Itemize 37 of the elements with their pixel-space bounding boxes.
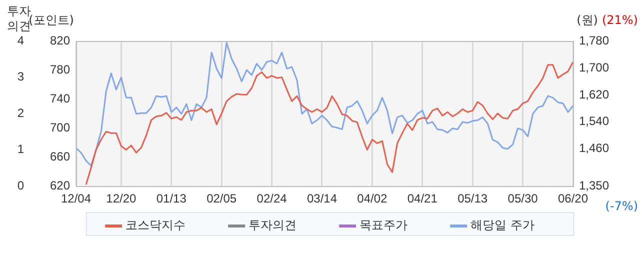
- legend-label: 투자의견: [248, 218, 297, 232]
- x-tick-label: 12/04: [60, 192, 92, 206]
- y-tick-label: 740: [50, 91, 70, 106]
- y2-tick-label: 1,540: [579, 114, 610, 128]
- y2-tick-label: 1,700: [579, 60, 610, 74]
- y-tick-label: 700: [50, 120, 70, 134]
- y-tick-label: 620: [50, 178, 70, 192]
- y2-tick-label: 1,460: [579, 141, 610, 156]
- legend-label: 해당일 주가: [470, 218, 534, 232]
- y-axis-title: (포인트): [28, 13, 74, 27]
- y2-axis-title: (원): [576, 13, 598, 27]
- text: (-7%): [605, 199, 638, 213]
- legend-label: 코스닥지수: [126, 218, 186, 232]
- y3-tick-label: 1: [17, 142, 24, 156]
- x-tick-label: 02/05: [206, 192, 237, 206]
- y3-tick-label: 3: [17, 70, 24, 84]
- y2-tick-label: 1,350: [579, 178, 610, 192]
- y-tick-label: 660: [50, 149, 70, 164]
- x-tick-label: 12/20: [106, 192, 137, 206]
- y3-tick-label: 0: [17, 178, 24, 192]
- text: (21%): [602, 13, 638, 27]
- x-tick-label: 03/14: [306, 192, 338, 206]
- y2-tick-label: 1,620: [579, 87, 610, 102]
- y2-tick-label: 1,780: [579, 33, 610, 48]
- y3-tick-label: 2: [17, 106, 24, 120]
- legend-label: 목표주가: [360, 218, 408, 232]
- x-tick-label: 04/21: [407, 192, 438, 206]
- x-tick-label: 01/13: [156, 192, 187, 206]
- x-tick-label: 05/30: [508, 192, 538, 206]
- y3-axis-title: 투자의견: [7, 4, 31, 33]
- x-tick-label: 02/24: [256, 192, 288, 206]
- x-tick-label: 04/02: [357, 192, 388, 206]
- y-tick-label: 780: [50, 62, 70, 76]
- y3-tick-label: 4: [17, 33, 24, 48]
- y-tick-label: 820: [50, 33, 70, 48]
- x-tick-label: 05/13: [458, 192, 488, 206]
- x-tick-label: 06/20: [558, 192, 588, 206]
